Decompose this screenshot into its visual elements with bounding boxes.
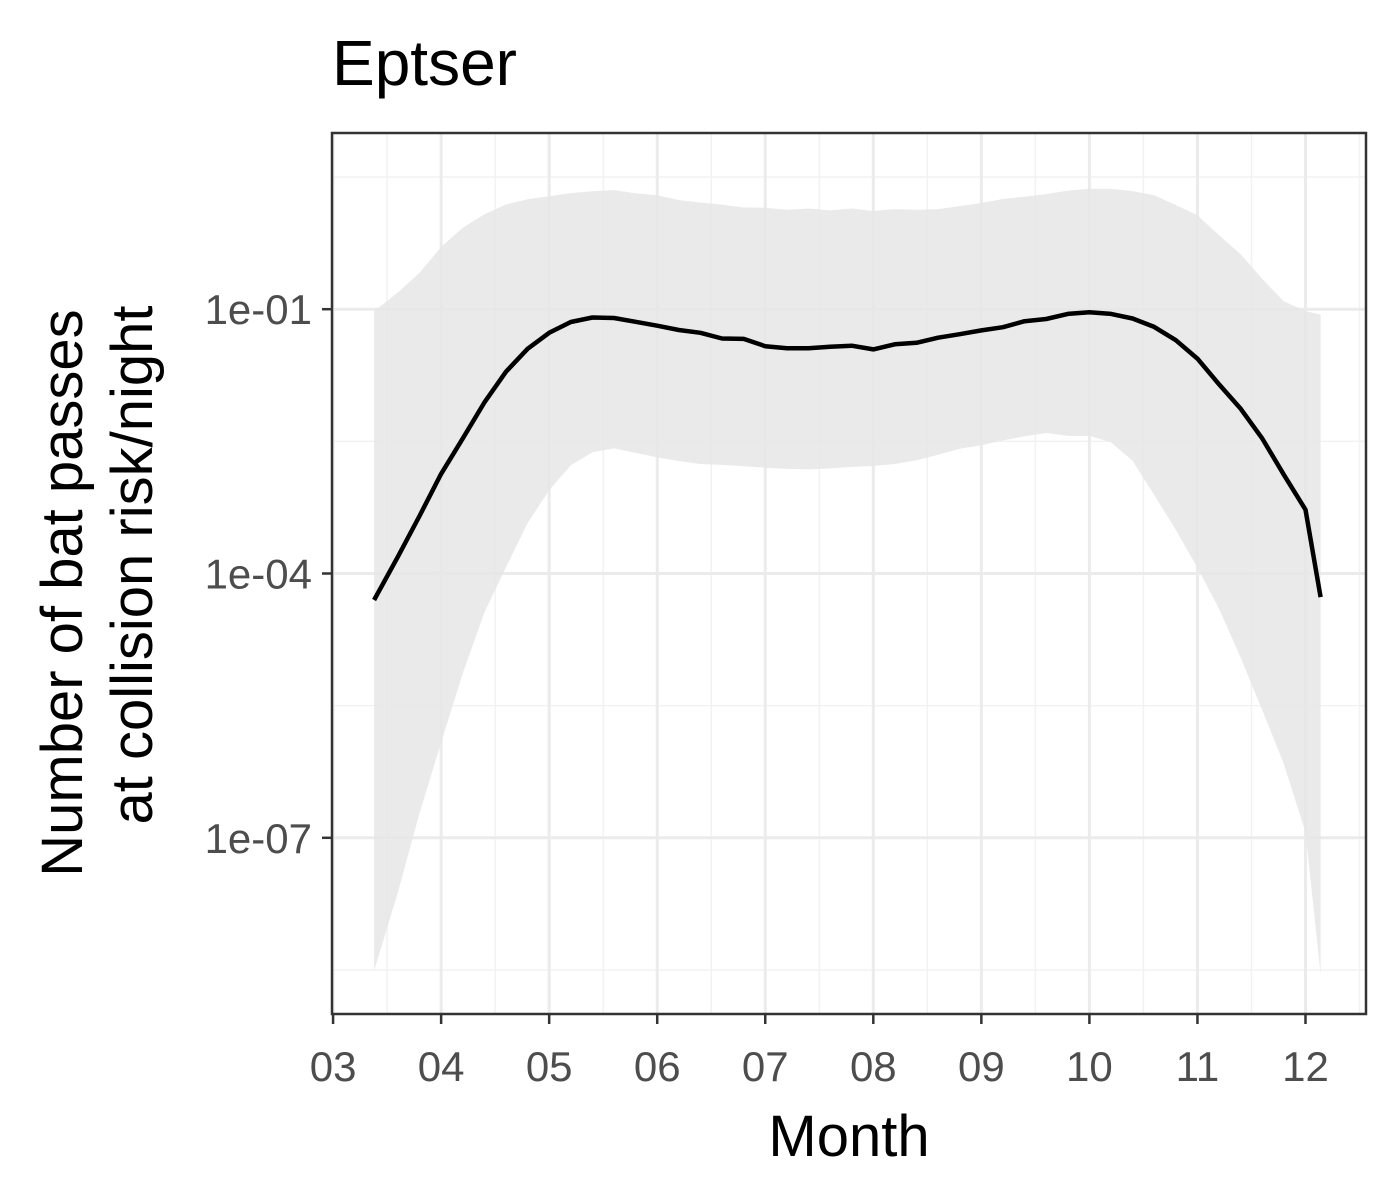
y-axis-title-line-2: at collision risk/night [100,306,165,825]
confidence-ribbon [374,188,1321,975]
series-line [372,309,1323,602]
x-tick-label: 11 [1176,1043,1220,1090]
x-tick-label: 10 [1066,1043,1113,1090]
x-tick-label: 03 [310,1043,357,1090]
y-axis-ticks: 1e-07 1e-04 1e-01 [205,286,332,862]
x-tick-label: 07 [742,1043,789,1090]
x-tick-label: 05 [526,1043,573,1090]
x-axis-ticks: 03 04 05 06 07 08 09 10 11 12 [310,1014,1329,1090]
x-tick-label: 08 [850,1043,897,1090]
y-tick-label: 1e-01 [205,286,312,333]
x-tick-label: 09 [958,1043,1005,1090]
x-tick-label: 12 [1282,1043,1329,1090]
chart-title: Eptser [332,27,517,99]
x-tick-label: 06 [634,1043,681,1090]
x-tick-label: 04 [418,1043,465,1090]
y-axis-title: Number of bat passes at collision risk/n… [30,293,165,877]
x-axis-title: Month [768,1104,929,1169]
y-axis-title-line-1: Number of bat passes [30,309,95,876]
y-tick-label: 1e-07 [205,815,312,862]
y-tick-label: 1e-04 [205,551,312,598]
